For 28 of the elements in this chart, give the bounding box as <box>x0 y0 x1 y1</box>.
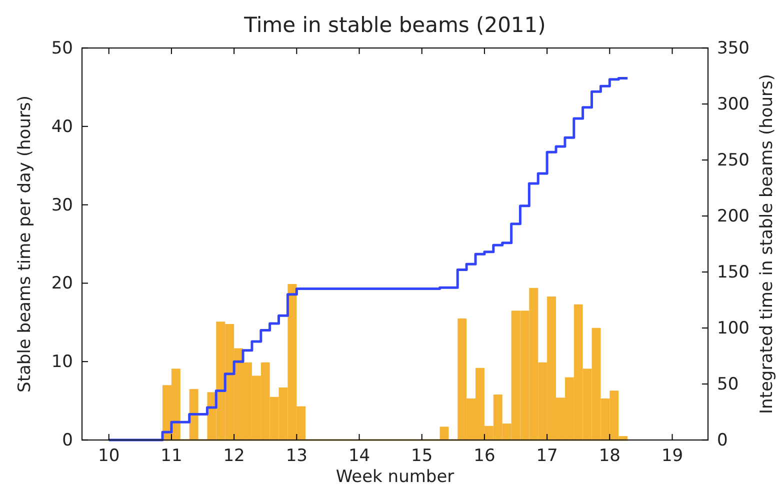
y2-tick-label: 300 <box>717 94 750 114</box>
x-tick-label: 11 <box>160 446 182 466</box>
x-tick-label: 19 <box>661 446 684 466</box>
x-tick-label: 10 <box>98 446 120 466</box>
x-tick-label: 18 <box>598 446 620 466</box>
y-tick-label: 20 <box>51 274 73 294</box>
y-axis-title: Stable beams time per day (hours) <box>15 96 35 392</box>
chart-title: Time in stable beams (2011) <box>243 13 546 37</box>
x-tick-label: 16 <box>474 446 496 466</box>
y-tick-label: 50 <box>51 38 73 58</box>
x-axis-title: Week number <box>336 467 454 487</box>
x-tick-label: 15 <box>411 446 433 466</box>
y-tick-label: 40 <box>51 116 73 137</box>
y-tick-label: 30 <box>51 195 73 216</box>
y2-tick-label: 0 <box>717 430 728 450</box>
x-tick-label: 17 <box>536 446 558 466</box>
x-tick-label: 14 <box>348 446 370 466</box>
y-tick-label: 10 <box>51 352 73 372</box>
y2-axis-title: Integrated time in stable beams (hours) <box>757 74 777 414</box>
x-tick-label: 12 <box>223 446 245 466</box>
y2-tick-label: 100 <box>717 318 750 338</box>
y-tick-label: 0 <box>62 430 73 450</box>
y2-tick-label: 50 <box>717 374 739 394</box>
y2-tick-label: 150 <box>717 262 750 282</box>
y2-tick-label: 250 <box>717 150 750 170</box>
y2-tick-label: 350 <box>717 38 750 58</box>
x-tick-label: 13 <box>286 446 308 466</box>
y2-tick-label: 200 <box>717 206 750 226</box>
